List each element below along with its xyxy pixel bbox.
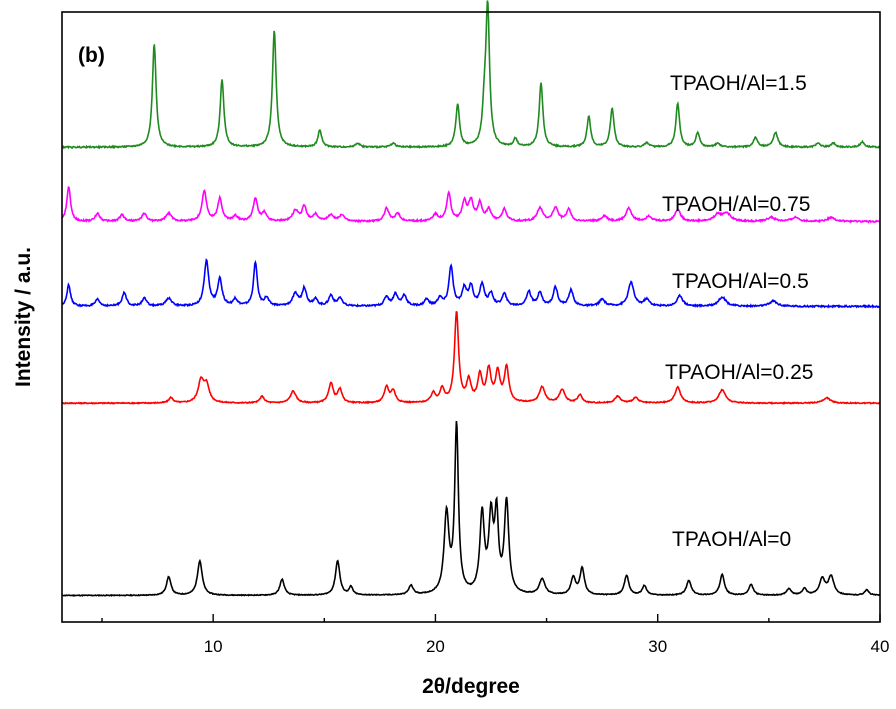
series-line-2 (61, 258, 881, 309)
x-ticks: 10 20 30 40 (101, 614, 890, 656)
series-label-1: TPAOH/Al=0.25 (665, 361, 813, 384)
series-line-1 (61, 311, 881, 405)
plot-frame (61, 11, 881, 623)
series-label-2: TPAOH/Al=0.5 (672, 270, 809, 293)
series-label-0: TPAOH/Al=0 (672, 528, 791, 551)
series-label-4: TPAOH/Al=1.5 (670, 72, 807, 95)
y-axis-label: Intensity / a.u. (12, 247, 35, 387)
series-labels: TPAOH/Al=0 TPAOH/Al=0.25 TPAOH/Al=0.5 TPAOH… (662, 72, 813, 551)
x-tick-label-1: 20 (426, 637, 445, 656)
series-group (61, 0, 881, 597)
panel-label: (b) (78, 44, 105, 67)
x-tick-label-0: 10 (204, 637, 223, 656)
x-tick-label-2: 30 (648, 637, 667, 656)
x-axis-label: 2θ/degree (422, 675, 520, 698)
series-line-3 (61, 186, 881, 224)
series-line-0 (61, 420, 881, 597)
x-tick-label-3: 40 (871, 637, 890, 656)
series-label-3: TPAOH/Al=0.75 (662, 193, 810, 216)
series-line-4 (61, 0, 881, 150)
